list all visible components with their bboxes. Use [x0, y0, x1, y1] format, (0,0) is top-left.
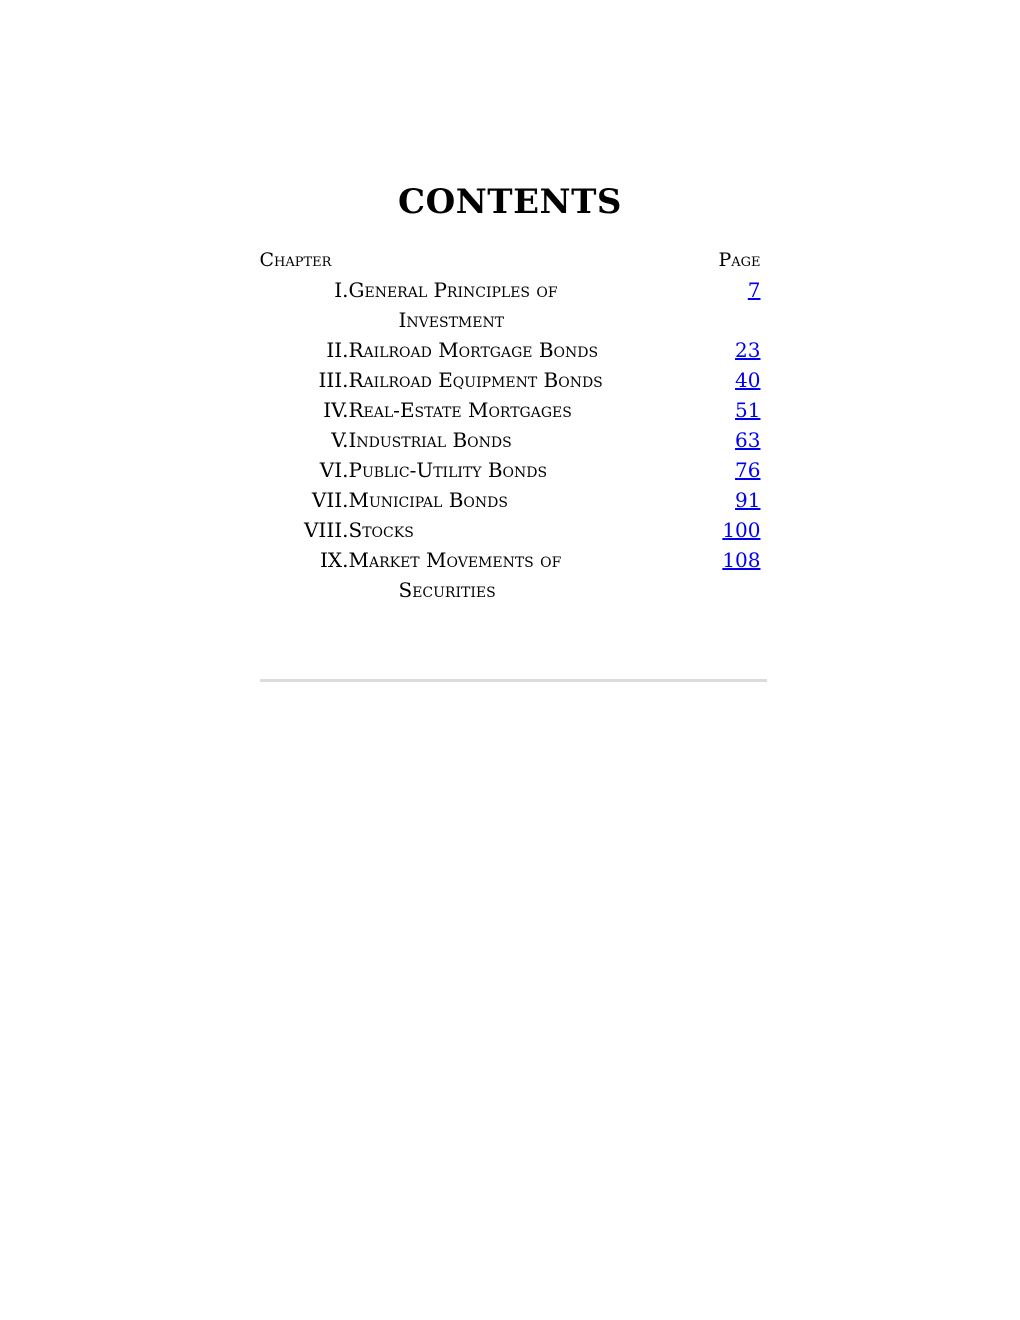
- chapter-title: Stocks: [349, 515, 661, 545]
- page-link[interactable]: 100: [722, 518, 761, 542]
- page-cell: 108: [661, 545, 761, 605]
- page-link[interactable]: 23: [735, 338, 761, 362]
- chapter-title-line: Securities: [398, 578, 496, 602]
- page-cell: 100: [661, 515, 761, 545]
- chapter-title: Market Movements of Securities: [349, 545, 661, 605]
- page-link[interactable]: 7: [747, 278, 761, 302]
- chapter-title-line: Real-Estate Mortgages: [348, 398, 572, 422]
- section-divider: [259, 679, 767, 682]
- toc-row: V. Industrial Bonds 63: [260, 425, 761, 455]
- toc-row: II. Railroad Mortgage Bonds 23: [260, 335, 761, 365]
- page-title: CONTENTS: [398, 182, 622, 222]
- toc-row: IV. Real-Estate Mortgages 51: [260, 395, 761, 425]
- page-cell: 40: [661, 365, 761, 395]
- chapter-numeral: V.: [331, 428, 349, 452]
- chapter-numeral: IV.: [323, 398, 349, 422]
- page-link[interactable]: 76: [735, 458, 761, 482]
- chapter-title: Municipal Bonds: [349, 485, 661, 515]
- chapter-title-line: Municipal Bonds: [348, 488, 508, 512]
- toc-header-row: Chapter Page: [260, 245, 761, 275]
- chapter-column-header: Chapter: [259, 249, 332, 271]
- toc-row: I. General Principles of Investment 7: [260, 275, 761, 335]
- chapter-title-line: Investment: [398, 308, 505, 332]
- page-column-header: Page: [718, 249, 761, 271]
- toc-row: IX. Market Movements of Securities 108: [260, 545, 761, 605]
- chapter-numeral: VII.: [311, 488, 349, 512]
- toc-table: Chapter Page I. General Principles of Inv…: [260, 245, 761, 605]
- page-cell: 23: [661, 335, 761, 365]
- chapter-title: Railroad Mortgage Bonds: [349, 335, 661, 365]
- chapter-numeral: IX.: [320, 548, 349, 572]
- page-link[interactable]: 40: [735, 368, 761, 392]
- chapter-title-line: Stocks: [348, 518, 414, 542]
- chapter-numeral: II.: [326, 338, 349, 362]
- page-link[interactable]: 91: [735, 488, 761, 512]
- chapter-title-line: Market Movements of: [348, 548, 562, 572]
- page-cell: 63: [661, 425, 761, 455]
- toc-row: VII. Municipal Bonds 91: [260, 485, 761, 515]
- toc-content: CONTENTS Chapter Page I. General Princip…: [259, 0, 767, 682]
- page-cell: 7: [661, 275, 761, 335]
- toc-row: III. Railroad Equipment Bonds 40: [260, 365, 761, 395]
- page-link[interactable]: 63: [735, 428, 761, 452]
- toc-row: VI. Public-Utility Bonds 76: [260, 455, 761, 485]
- chapter-title: Industrial Bonds: [349, 425, 661, 455]
- chapter-title: Real-Estate Mortgages: [349, 395, 661, 425]
- chapter-title: Public-Utility Bonds: [349, 455, 661, 485]
- chapter-title: Railroad Equipment Bonds: [349, 365, 661, 395]
- page-cell: 51: [661, 395, 761, 425]
- chapter-numeral: VIII.: [303, 518, 349, 542]
- chapter-title-line: Railroad Equipment Bonds: [348, 368, 603, 392]
- page-cell: 76: [661, 455, 761, 485]
- chapter-title-line: Industrial Bonds: [348, 428, 512, 452]
- chapter-title: General Principles of Investment: [349, 275, 661, 335]
- chapter-title-line: General Principles of: [348, 278, 558, 302]
- page-cell: 91: [661, 485, 761, 515]
- chapter-numeral: III.: [318, 368, 349, 392]
- chapter-numeral: VI.: [319, 458, 349, 482]
- toc-row: VIII. Stocks 100: [260, 515, 761, 545]
- chapter-numeral: I.: [334, 278, 349, 302]
- chapter-title-line: Railroad Mortgage Bonds: [348, 338, 599, 362]
- page-link[interactable]: 51: [735, 398, 761, 422]
- chapter-title-line: Public-Utility Bonds: [348, 458, 548, 482]
- page-link[interactable]: 108: [722, 548, 761, 572]
